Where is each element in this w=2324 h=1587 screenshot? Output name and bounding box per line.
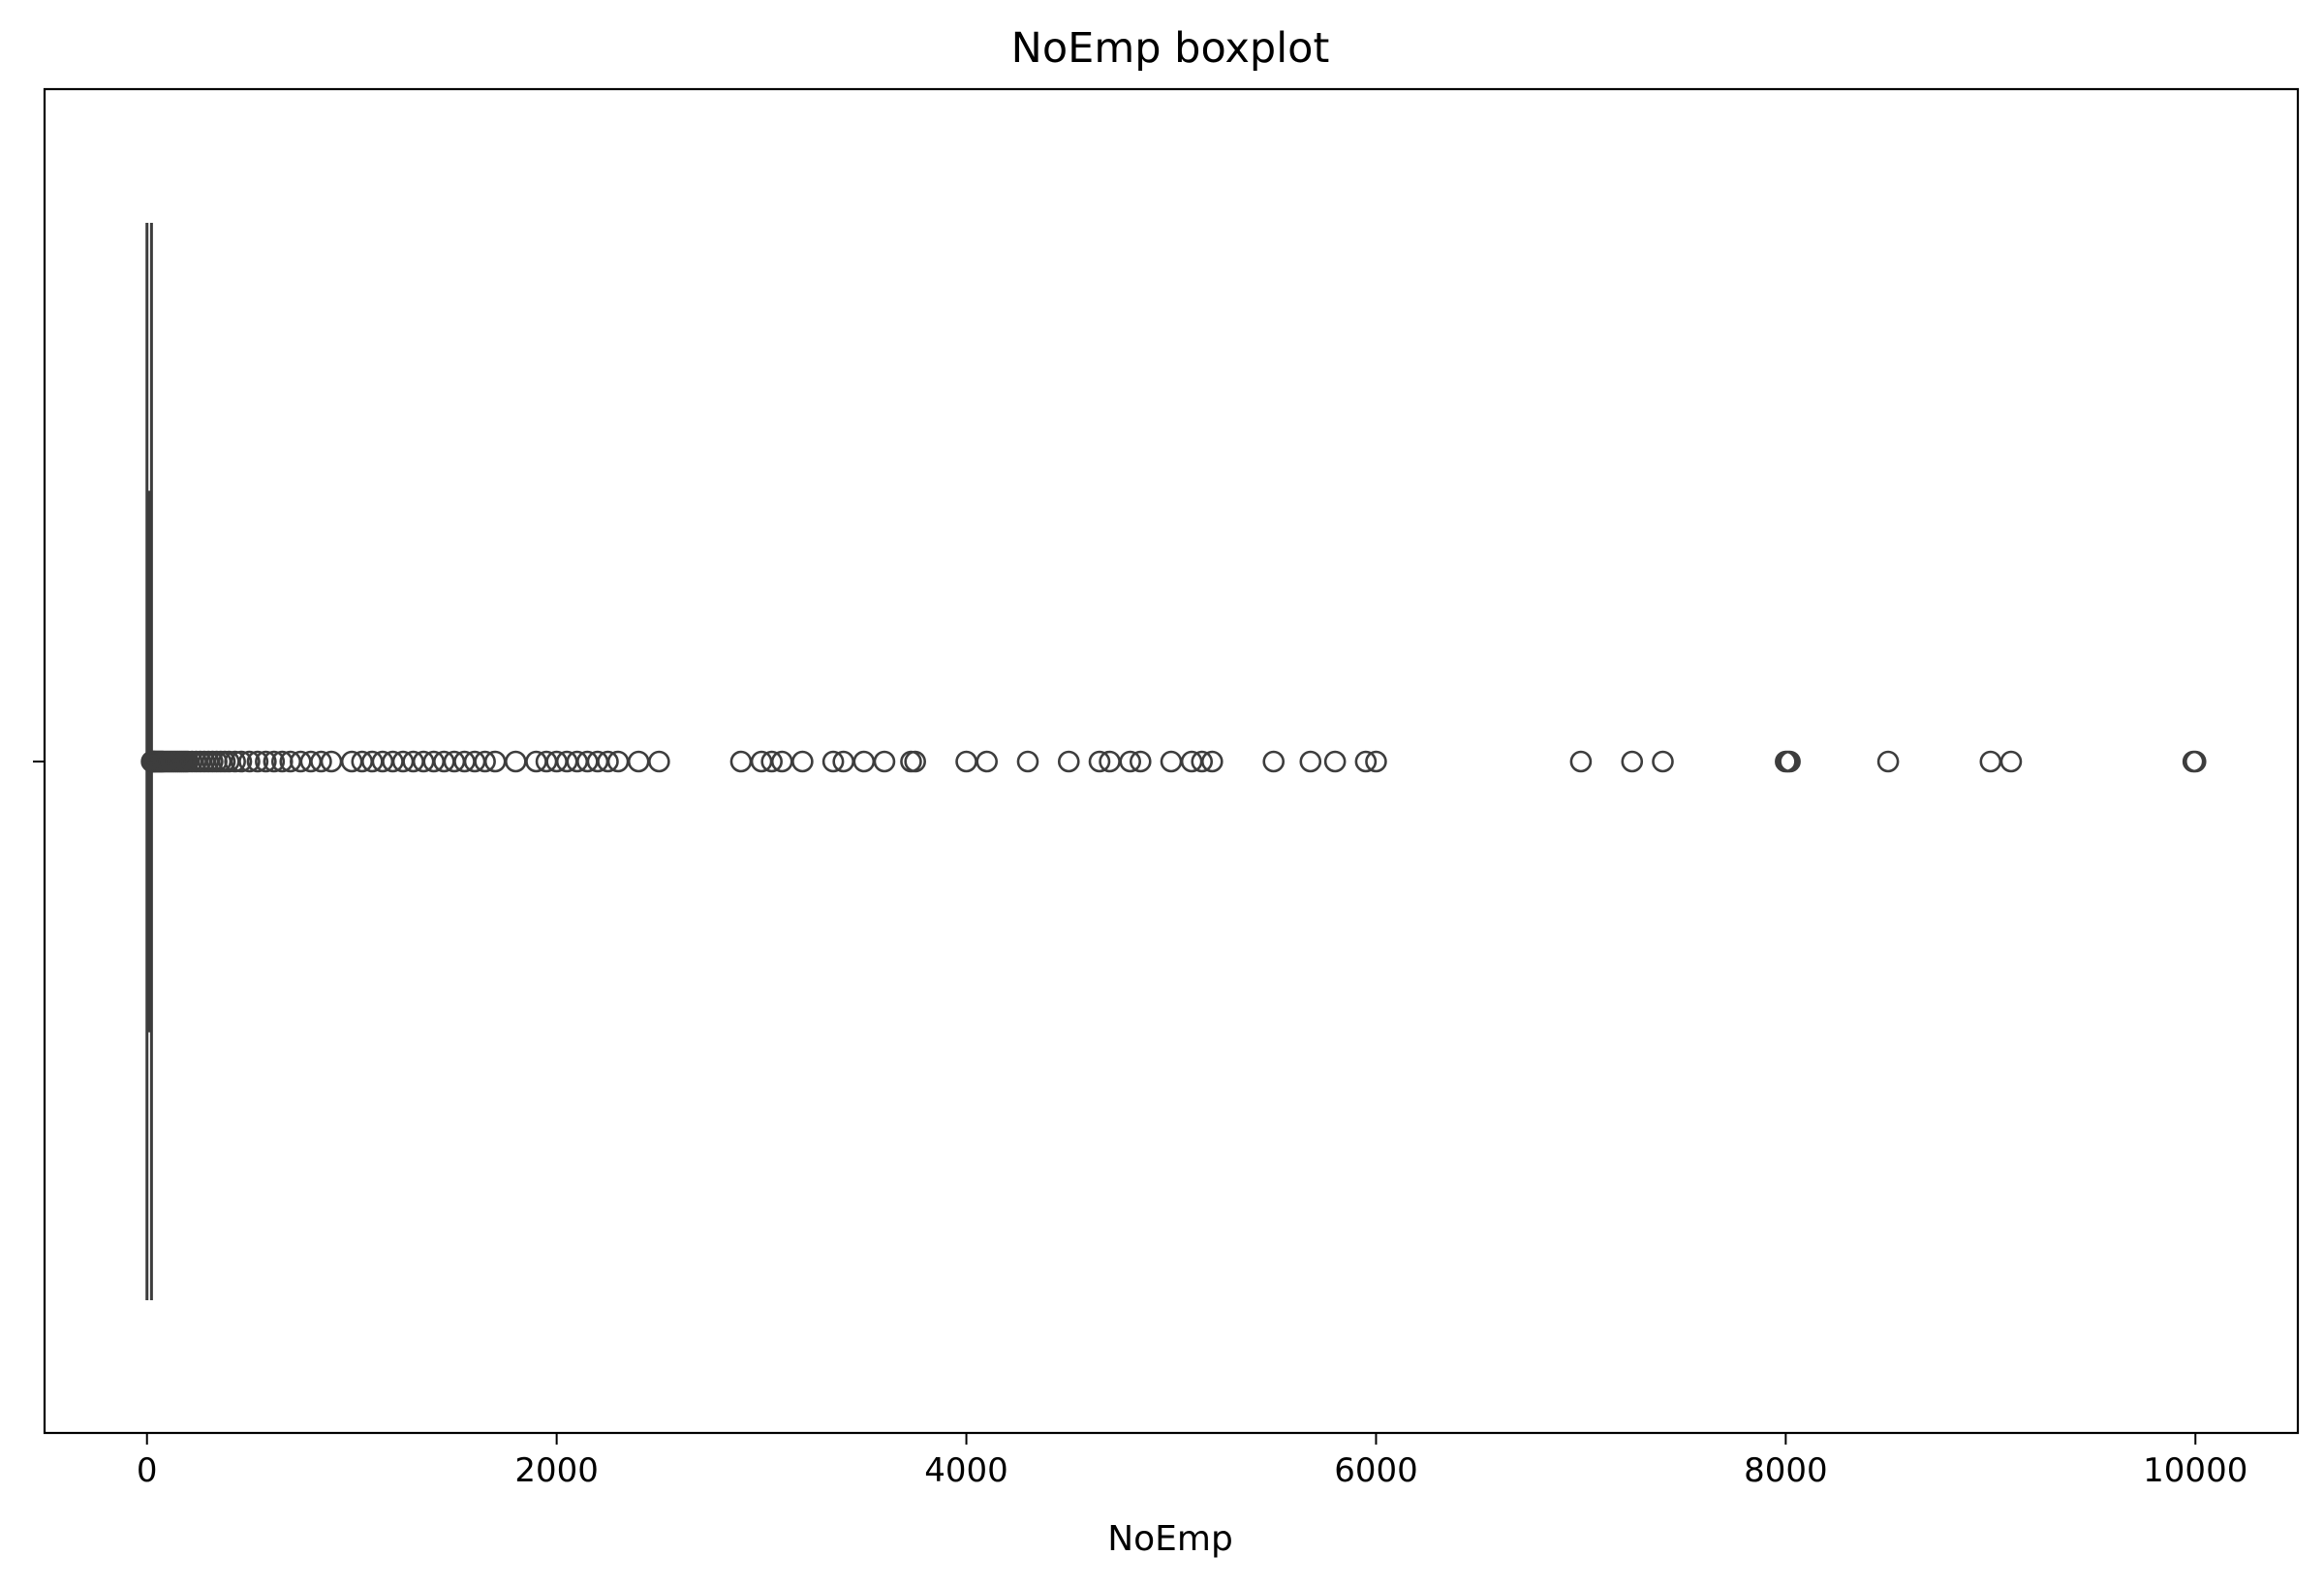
- x-axis: 0 2000 4000 6000 8000 10000: [137, 1433, 2247, 1490]
- outlier-point: [1119, 750, 1142, 773]
- outlier-point: [1016, 750, 1039, 773]
- outlier-point: [1262, 750, 1286, 773]
- outlier-point: [2184, 750, 2207, 773]
- outlier-point: [1569, 750, 1593, 773]
- outlier-point: [821, 750, 845, 773]
- outlier-point: [1876, 750, 1900, 773]
- outlier-point: [648, 750, 670, 773]
- chart-title: NoEmp boxplot: [1011, 24, 1330, 73]
- outliers-group: [140, 750, 2207, 773]
- outlier-point: [1129, 750, 1152, 773]
- x-tick-label: 4000: [924, 1451, 1008, 1490]
- outlier-point: [976, 750, 998, 773]
- outlier-point: [1200, 750, 1224, 773]
- x-tick-label: 6000: [1334, 1451, 1418, 1490]
- outlier-point: [873, 750, 896, 773]
- outlier-point: [1323, 750, 1347, 773]
- outlier-point: [255, 750, 277, 773]
- outlier-point: [1365, 750, 1387, 773]
- outlier-point: [904, 750, 926, 773]
- outlier-point: [1779, 750, 1801, 773]
- outlier-point: [230, 750, 253, 773]
- x-tick-label: 10000: [2143, 1451, 2247, 1490]
- outlier-point: [760, 750, 783, 773]
- outlier-point: [263, 750, 286, 773]
- outlier-point: [1354, 750, 1378, 773]
- outlier-point: [474, 750, 496, 773]
- x-tick-label: 0: [137, 1451, 158, 1490]
- outlier-point: [1057, 750, 1080, 773]
- outlier-point: [597, 750, 619, 773]
- outlier-point: [310, 750, 332, 773]
- plot-area: [140, 223, 2207, 1300]
- x-tick-label: 2000: [514, 1451, 599, 1490]
- outlier-point: [791, 750, 814, 773]
- outlier-point: [1999, 750, 2023, 773]
- outlier-point: [1652, 750, 1674, 773]
- outlier-point: [246, 750, 269, 773]
- x-axis-label: NoEmp: [1107, 1519, 1233, 1559]
- x-tick-label: 8000: [1744, 1451, 1828, 1490]
- outlier-point: [1299, 750, 1322, 773]
- outlier-point: [224, 750, 246, 773]
- outlier-point: [238, 750, 261, 773]
- outlier-point: [1088, 750, 1111, 773]
- outlier-point: [1191, 750, 1214, 773]
- outlier-point: [1621, 750, 1644, 773]
